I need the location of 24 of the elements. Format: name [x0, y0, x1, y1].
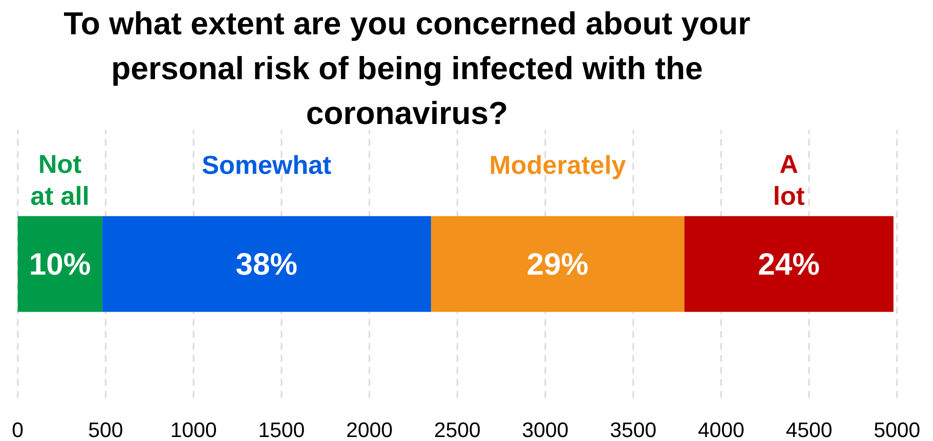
x-tick-label: 500 [89, 422, 122, 438]
x-tick-label: 0 [12, 422, 23, 438]
annotation: 29% [528, 253, 588, 275]
x-tick-label: 1000 [172, 422, 216, 438]
x-tick-label: 4000 [698, 422, 744, 438]
bar [430, 216, 684, 312]
x-tick-label: 5000 [874, 422, 920, 438]
x-tick-label: 4500 [786, 422, 832, 438]
annotation: 10% [30, 253, 90, 275]
series-label: Moderately [490, 155, 626, 180]
bar [18, 216, 102, 312]
series-label: Not at all [31, 155, 88, 206]
series-label: A lot [774, 155, 804, 206]
x-tick-label: 3500 [610, 422, 656, 438]
x-tick-label: 2000 [347, 422, 392, 438]
x-tick-label: 2500 [435, 422, 480, 438]
annotation: 38% [236, 253, 297, 275]
chart-title: To what extent are you concerned about your personal risk of being infected with the coronavirus? [64, 11, 750, 124]
series-label: Somewhat [202, 155, 331, 174]
bar [684, 216, 894, 312]
x-tick-label: 1500 [260, 422, 304, 438]
x-tick-label: 3000 [522, 422, 568, 438]
bar [102, 216, 431, 312]
annotation: 24% [759, 253, 819, 275]
